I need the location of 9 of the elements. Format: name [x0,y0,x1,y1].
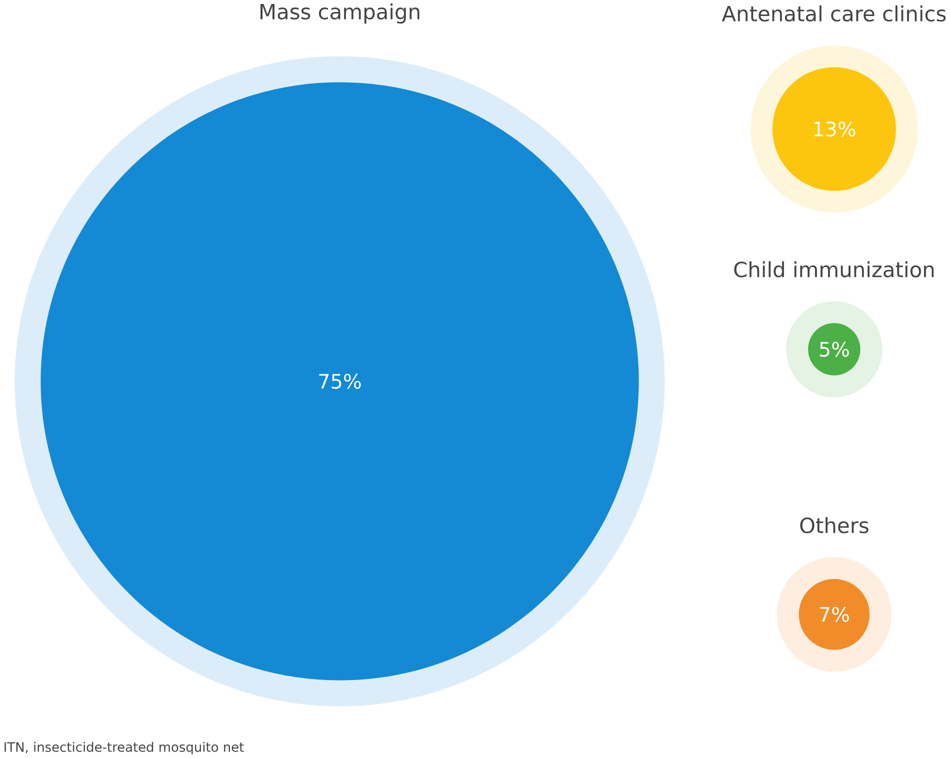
data-label: 13% [814,122,856,137]
category-label: Antenatal care clinics [722,5,946,22]
data-label: 7% [820,606,849,622]
data-label: 75% [319,374,361,389]
data-label: 5% [820,342,849,357]
text: ITN, insecticide-treated mosquito net [4,742,244,755]
category-label: Others [800,517,868,534]
category-label: Child immunization [734,261,934,278]
category-label: Mass campaign [260,3,420,24]
